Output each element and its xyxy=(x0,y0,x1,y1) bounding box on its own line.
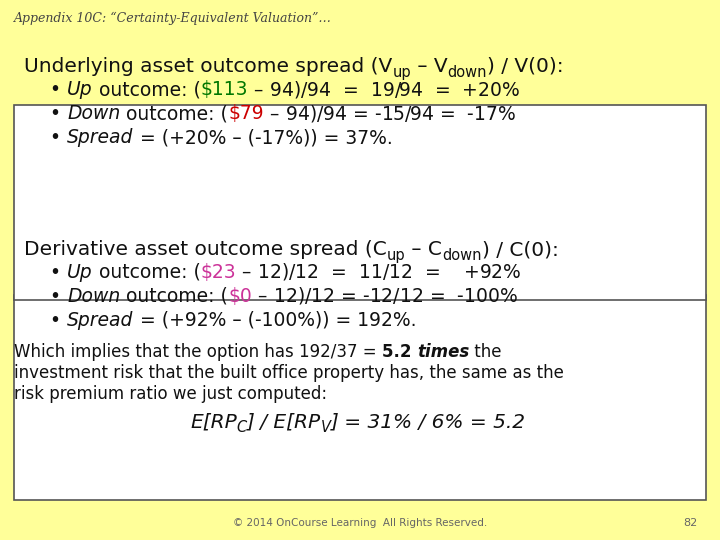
Text: – C: – C xyxy=(405,240,442,259)
Text: •: • xyxy=(50,311,67,330)
Text: up: up xyxy=(392,65,411,80)
Text: down: down xyxy=(448,65,487,80)
Text: outcome: (: outcome: ( xyxy=(93,263,201,282)
Text: 5.2: 5.2 xyxy=(382,343,417,361)
Text: ) / V(0):: ) / V(0): xyxy=(487,57,564,76)
Text: Which implies that the option has 192/37 =: Which implies that the option has 192/37… xyxy=(14,343,382,361)
Text: E[RP: E[RP xyxy=(190,413,237,432)
Text: ) / C(0):: ) / C(0): xyxy=(482,240,559,259)
Text: Up: Up xyxy=(67,263,93,282)
Text: $113: $113 xyxy=(201,80,248,99)
Text: outcome: (: outcome: ( xyxy=(120,104,228,123)
Text: risk premium ratio we just computed:: risk premium ratio we just computed: xyxy=(14,385,327,403)
Text: •: • xyxy=(50,80,67,99)
Text: V: V xyxy=(321,420,331,435)
FancyBboxPatch shape xyxy=(14,295,706,500)
Text: $79: $79 xyxy=(228,104,264,123)
Text: outcome: (: outcome: ( xyxy=(120,287,228,306)
Text: Appendix 10C: “Certainty-Equivalent Valuation”…: Appendix 10C: “Certainty-Equivalent Valu… xyxy=(14,12,332,25)
Text: •: • xyxy=(50,128,67,147)
Text: – $12) / $12 = -12/12 =  -100%: – $12) / $12 = -12/12 = -100% xyxy=(252,286,518,307)
Text: $23: $23 xyxy=(201,263,236,282)
Text: = (+92% – (-100%)) = 192%.: = (+92% – (-100%)) = 192%. xyxy=(133,311,416,330)
Text: = (+20% – (-17%)) = 37%.: = (+20% – (-17%)) = 37%. xyxy=(133,128,392,147)
Text: up: up xyxy=(387,248,405,263)
Text: Underlying asset outcome spread (V: Underlying asset outcome spread (V xyxy=(24,57,392,76)
Text: outcome: (: outcome: ( xyxy=(93,80,201,99)
Text: 82: 82 xyxy=(683,518,697,528)
Text: •: • xyxy=(50,104,67,123)
Text: – $12) / $12  =  11/12  =    +92%: – $12) / $12 = 11/12 = +92% xyxy=(236,261,522,282)
Text: $0: $0 xyxy=(228,287,252,306)
Text: © 2014 OnCourse Learning  All Rights Reserved.: © 2014 OnCourse Learning All Rights Rese… xyxy=(233,518,487,528)
Text: the: the xyxy=(469,343,502,361)
Text: •: • xyxy=(50,287,67,306)
Text: Up: Up xyxy=(67,80,93,99)
Text: Spread: Spread xyxy=(67,128,133,147)
Text: Down: Down xyxy=(67,287,120,306)
Text: C: C xyxy=(237,420,247,435)
FancyBboxPatch shape xyxy=(14,105,706,300)
Text: times: times xyxy=(417,343,469,361)
Text: •: • xyxy=(50,263,67,282)
Text: – $94) / $94 = -15/94 =  -17%: – $94) / $94 = -15/94 = -17% xyxy=(264,103,516,124)
Text: ] / E[RP: ] / E[RP xyxy=(247,413,321,432)
Text: Down: Down xyxy=(67,104,120,123)
Text: – V: – V xyxy=(411,57,448,76)
Text: – $94) / $94  =  19/94  =  +20%: – $94) / $94 = 19/94 = +20% xyxy=(248,78,521,99)
Text: Derivative asset outcome spread (C: Derivative asset outcome spread (C xyxy=(24,240,387,259)
Text: ] = 31% / 6% = 5.2: ] = 31% / 6% = 5.2 xyxy=(331,413,526,432)
Text: Spread: Spread xyxy=(67,311,133,330)
Text: investment risk that the built office property has, the same as the: investment risk that the built office pr… xyxy=(14,364,564,382)
Text: down: down xyxy=(442,248,482,263)
